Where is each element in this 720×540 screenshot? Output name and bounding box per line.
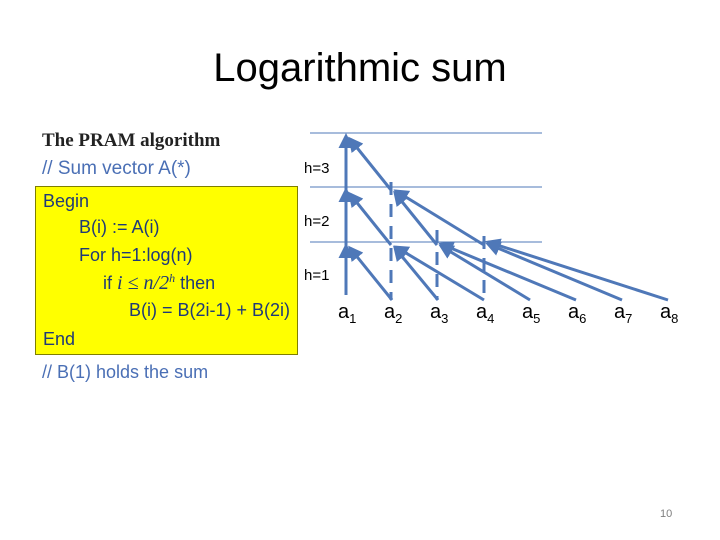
arrow-b3-b2-h2 [393,190,439,246]
code-end: End [43,329,76,349]
arrow-a4-b2 [393,245,485,302]
code-if-then: then [180,273,216,293]
leaf-a5: a5 [522,301,540,326]
arrow-a2-b1 [348,245,394,301]
leaf-a7: a7 [614,301,632,326]
algorithm-comment-top: // Sum vector A(*) [42,158,191,179]
code-begin: Begin [43,191,90,211]
code-if: if i ≤ n/2h then [103,271,215,295]
arrow-a6-b3 [438,241,577,302]
slide-title: Logarithmic sum [213,46,507,90]
leaf-a4: a4 [476,301,494,326]
leaf-a3: a3 [430,301,448,326]
arrow-a5-b3 [438,244,531,302]
code-sum: B(i) = B(2i-1) + B(2i) [129,300,291,320]
code-if-exponent: h [169,271,176,285]
leaf-a2: a2 [384,301,402,326]
arrow-a3-b2 [393,245,440,301]
code-if-keyword: if [103,273,112,293]
leaf-a8: a8 [660,301,678,326]
arrow-b2-b1-h2 [348,191,393,246]
code-for: For h=1:log(n) [79,245,193,265]
level-label-h3: h=3 [304,160,329,177]
leaf-a1: a1 [338,301,356,326]
leaf-a6: a6 [568,301,586,326]
code-assign: B(i) := A(i) [79,217,160,237]
arrow-b2-b1-h3 [348,136,393,191]
algorithm-comment-bottom: // B(1) holds the sum [42,362,209,382]
code-if-condition: i ≤ n/2 [117,272,170,294]
page-number: 10 [660,508,673,520]
arrow-a7-b4 [485,241,623,302]
arrow-b4-b2-h2 [393,189,485,247]
algorithm-code-box: Begin B(i) := A(i) For h=1:log(n) if i ≤… [35,186,298,355]
arrow-a8-b4 [485,238,669,302]
algorithm-heading: The PRAM algorithm [42,130,221,151]
level-label-h2: h=2 [304,213,329,230]
level-label-h1: h=1 [304,267,329,284]
